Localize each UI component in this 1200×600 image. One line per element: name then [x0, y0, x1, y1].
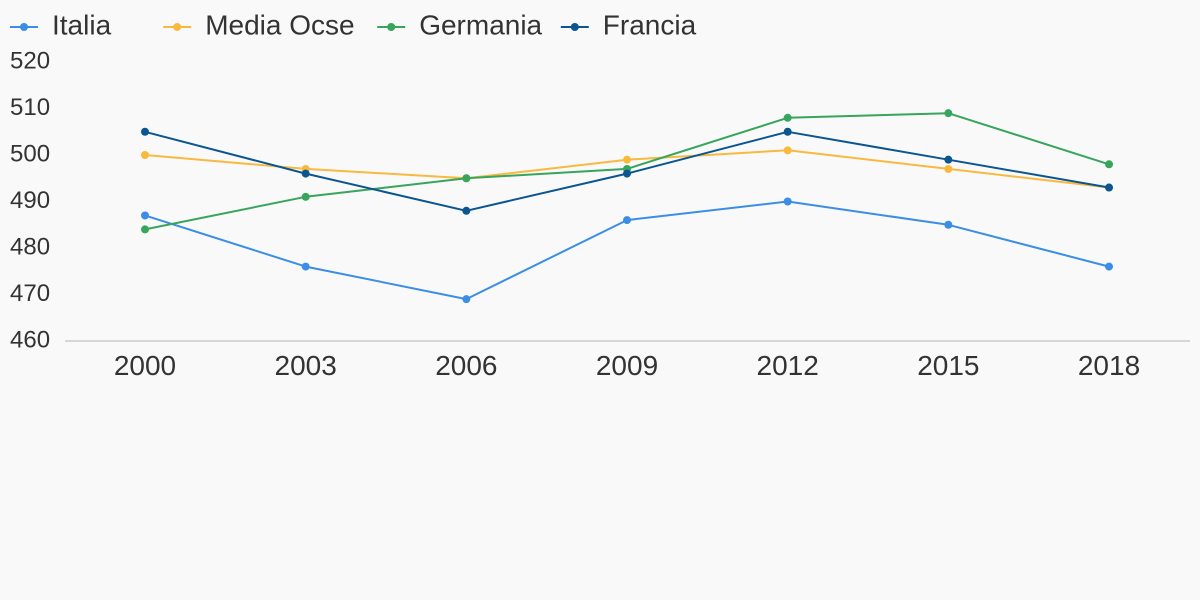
x-tick-label: 2009 [596, 350, 658, 381]
data-point[interactable] [462, 206, 471, 215]
legend: Italia Media Ocse Germania Francia [10, 9, 697, 40]
data-point[interactable] [141, 151, 149, 159]
data-point[interactable] [301, 262, 310, 271]
data-point[interactable] [623, 155, 632, 164]
x-tick-label: 2018 [1078, 350, 1140, 381]
data-point[interactable] [783, 197, 792, 206]
data-point[interactable] [141, 211, 149, 220]
x-tick-label: 2012 [757, 350, 819, 381]
y-tick-label: 480 [10, 233, 50, 260]
data-point[interactable] [141, 225, 149, 234]
legend-item[interactable]: Italia [10, 9, 112, 40]
data-point[interactable] [783, 146, 792, 155]
data-point[interactable] [301, 169, 310, 178]
data-point[interactable] [623, 216, 632, 225]
y-axis-ticks: 460 470 480 490 500 510 520 [10, 47, 50, 353]
data-point[interactable] [301, 192, 310, 201]
y-tick-label: 470 [10, 280, 50, 307]
x-tick-label: 2006 [435, 350, 497, 381]
legend-item[interactable]: Francia [560, 9, 697, 40]
legend-swatch-marker [173, 23, 182, 31]
data-point[interactable] [462, 174, 471, 183]
data-point[interactable] [462, 295, 471, 304]
legend-label: Germania [419, 9, 542, 40]
data-point[interactable] [1105, 262, 1114, 271]
data-point[interactable] [944, 109, 953, 118]
legend-label: Italia [52, 9, 112, 40]
y-tick-label: 510 [10, 94, 50, 121]
legend-label: Media Ocse [205, 9, 354, 40]
x-tick-label: 2015 [917, 350, 979, 381]
data-point[interactable] [944, 155, 953, 164]
x-tick-label: 2000 [114, 350, 176, 381]
legend-item[interactable]: Germania [377, 9, 543, 40]
data-point[interactable] [141, 127, 149, 136]
legend-swatch-marker [20, 23, 28, 31]
legend-swatch-marker [570, 23, 579, 31]
series-francia [141, 127, 1114, 215]
y-tick-label: 460 [10, 326, 50, 353]
series-italia [141, 197, 1114, 304]
series-germania [141, 109, 1114, 234]
data-point[interactable] [783, 127, 792, 136]
y-tick-label: 520 [10, 47, 50, 74]
legend-item[interactable]: Media Ocse [163, 9, 355, 40]
data-point[interactable] [1105, 160, 1114, 169]
legend-label: Francia [603, 9, 697, 40]
data-point[interactable] [944, 220, 953, 229]
x-axis-ticks: 2000 2003 2006 2009 2012 2015 2018 [114, 350, 1140, 381]
x-tick-label: 2003 [275, 350, 337, 381]
data-point[interactable] [1105, 183, 1114, 192]
data-point[interactable] [623, 169, 632, 178]
data-point[interactable] [944, 164, 953, 173]
legend-swatch-marker [387, 23, 396, 31]
y-tick-label: 500 [10, 140, 50, 167]
y-tick-label: 490 [10, 187, 50, 214]
series-layer [141, 109, 1114, 304]
data-point[interactable] [783, 113, 792, 122]
